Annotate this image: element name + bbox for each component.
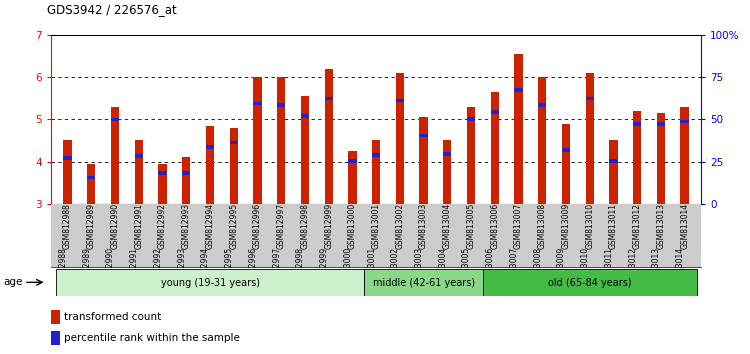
Bar xyxy=(538,103,547,107)
Text: transformed count: transformed count xyxy=(64,312,160,322)
Bar xyxy=(680,107,688,204)
Text: age: age xyxy=(4,277,23,287)
Bar xyxy=(158,164,166,204)
Bar xyxy=(657,113,665,204)
Bar xyxy=(254,78,262,204)
Bar xyxy=(206,145,214,149)
Bar xyxy=(396,73,404,204)
Bar xyxy=(182,157,190,204)
Bar xyxy=(609,141,617,204)
Bar xyxy=(87,164,95,204)
Bar xyxy=(135,141,143,204)
Bar xyxy=(419,133,428,137)
Bar xyxy=(348,159,356,162)
Bar xyxy=(325,97,333,100)
Bar xyxy=(467,117,476,120)
Bar xyxy=(111,107,119,204)
Bar xyxy=(419,118,428,204)
Bar xyxy=(657,122,665,126)
Bar xyxy=(206,126,214,204)
Text: young (19-31 years): young (19-31 years) xyxy=(160,278,260,288)
Text: GDS3942 / 226576_at: GDS3942 / 226576_at xyxy=(47,3,177,16)
Bar xyxy=(277,78,285,204)
Bar xyxy=(87,176,95,179)
Bar xyxy=(586,97,594,100)
Bar xyxy=(609,159,617,162)
Bar xyxy=(301,114,309,118)
Bar xyxy=(254,102,262,105)
Bar xyxy=(483,269,697,296)
Bar xyxy=(51,331,60,345)
Bar xyxy=(562,148,570,152)
Bar xyxy=(490,110,499,114)
Text: old (65-84 years): old (65-84 years) xyxy=(548,278,632,288)
Bar xyxy=(443,152,452,156)
Text: percentile rank within the sample: percentile rank within the sample xyxy=(64,333,239,343)
Bar xyxy=(562,124,570,204)
Bar xyxy=(514,88,523,92)
Bar xyxy=(490,92,499,204)
Bar xyxy=(467,107,476,204)
Bar xyxy=(514,54,523,204)
Bar xyxy=(158,171,166,175)
Bar xyxy=(443,141,452,204)
Bar xyxy=(135,154,143,158)
Bar xyxy=(364,269,483,296)
Bar xyxy=(396,99,404,102)
Bar xyxy=(680,120,688,124)
Bar xyxy=(372,153,380,157)
Bar xyxy=(633,111,641,204)
Bar xyxy=(277,103,285,107)
Bar xyxy=(64,156,72,160)
Bar xyxy=(372,141,380,204)
Bar xyxy=(301,96,309,204)
Bar xyxy=(538,78,547,204)
Text: middle (42-61 years): middle (42-61 years) xyxy=(373,278,475,288)
Bar xyxy=(633,122,641,126)
Bar xyxy=(325,69,333,204)
Bar xyxy=(230,141,238,144)
Bar xyxy=(230,128,238,204)
Bar xyxy=(64,141,72,204)
Bar xyxy=(586,73,594,204)
Bar xyxy=(348,151,356,204)
Bar xyxy=(51,310,60,324)
Bar xyxy=(111,118,119,121)
Bar xyxy=(182,171,190,175)
Bar xyxy=(56,269,364,296)
